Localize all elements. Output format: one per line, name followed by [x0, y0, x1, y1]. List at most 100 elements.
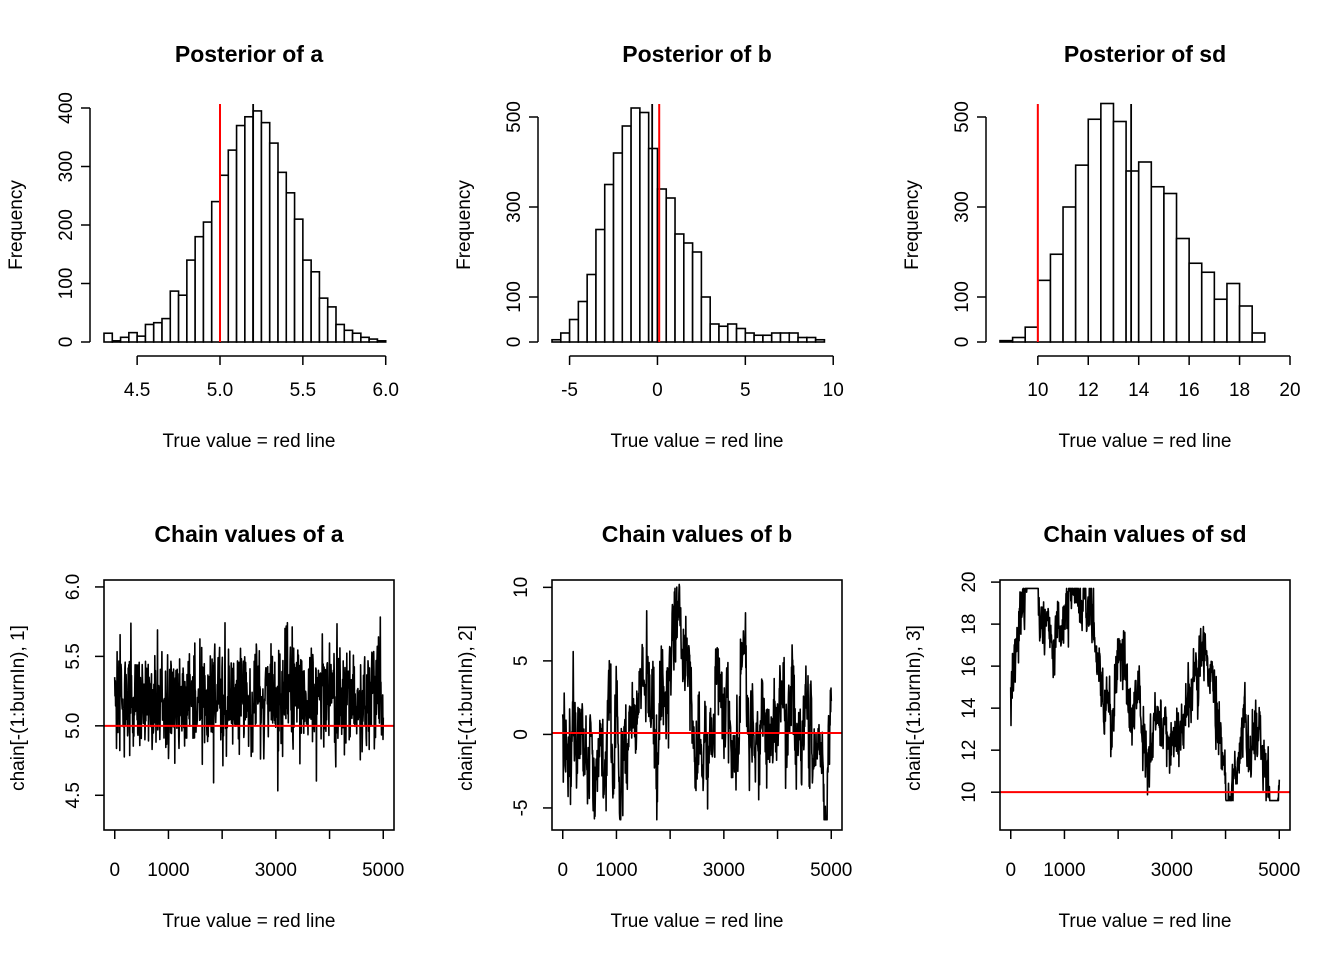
histogram-bar	[788, 332, 799, 343]
y-tick-label: 6.0	[63, 574, 84, 600]
chart-title: Posterior of sd	[1064, 41, 1226, 67]
histogram-bar	[621, 125, 632, 343]
y-axis-label: chain[-(1:burnIn), 3]	[904, 625, 925, 791]
y-tick-label: 300	[952, 191, 973, 223]
reference-lines	[999, 579, 1291, 831]
histogram-bar	[285, 192, 296, 343]
histogram-bar	[1251, 332, 1266, 343]
histogram-bar	[1163, 192, 1178, 343]
x-axis-label: True value = red line	[162, 911, 335, 932]
histogram-bar	[210, 200, 221, 343]
y-axis: 0 100 200 300 400	[56, 92, 91, 348]
y-tick-label: 500	[952, 101, 973, 133]
y-axis-label: Frequency	[6, 180, 27, 270]
histogram-bar	[1100, 102, 1115, 343]
x-tick-label: 0	[652, 380, 663, 401]
x-tick-label: 20	[1279, 380, 1300, 401]
histogram-bar	[639, 111, 650, 343]
x-tick-label: 3000	[703, 860, 745, 881]
histogram-bar	[691, 251, 703, 343]
x-tick-label: 3000	[1151, 860, 1193, 881]
x-axis: 0 1000 3000 5000	[557, 830, 852, 881]
x-tick-label: 18	[1229, 380, 1250, 401]
histogram-bar	[577, 300, 588, 343]
x-axis-label: True value = red line	[162, 431, 335, 452]
x-tick-label: 1000	[595, 860, 637, 881]
y-tick-label: 300	[56, 151, 77, 183]
chain-trace	[113, 616, 385, 792]
panel-posterior-b: Posterior of b True value = red line Fre…	[454, 41, 844, 452]
y-tick-label: 0	[952, 337, 973, 348]
y-axis-label: chain[-(1:burnIn), 1]	[8, 625, 29, 791]
y-tick-label: 12	[959, 740, 980, 761]
y-tick-label: 5.5	[63, 643, 84, 669]
histogram-bars	[103, 110, 387, 343]
histogram-bar	[753, 334, 764, 343]
histogram-bar	[718, 325, 729, 343]
y-tick-label: 0	[56, 337, 77, 348]
chain-trace	[1009, 587, 1281, 802]
histogram-bar	[360, 336, 370, 343]
chart-title: Posterior of a	[175, 41, 323, 67]
histogram-bar	[343, 329, 354, 343]
y-axis-label: chain[-(1:burnIn), 2]	[456, 625, 477, 791]
histogram-bar	[1011, 336, 1027, 343]
histogram-bar	[735, 327, 747, 343]
histogram-bar	[674, 233, 685, 343]
x-axis-label: True value = red line	[610, 911, 783, 932]
x-tick-label: 4.5	[124, 380, 150, 401]
histogram-bar	[268, 142, 279, 343]
y-tick-label: 300	[504, 191, 525, 223]
histogram-bar	[1049, 253, 1064, 343]
histogram-bar	[1226, 282, 1241, 343]
y-axis: 0 100 300 500	[952, 101, 987, 348]
histogram-bar	[351, 332, 362, 343]
histogram-bar	[1188, 262, 1203, 343]
histogram-bar	[244, 115, 254, 343]
y-axis-label: Frequency	[454, 180, 475, 270]
y-tick-label: 200	[56, 209, 77, 241]
plot-frame	[999, 579, 1291, 831]
histogram-bar	[779, 332, 791, 343]
histogram-bar	[1125, 170, 1140, 343]
panel-chain-a: Chain values of a True value = red line …	[8, 521, 404, 932]
histogram-bar	[103, 332, 114, 343]
histogram-bar	[186, 259, 196, 343]
x-axis: 10 12 14 16 18 20	[1027, 355, 1301, 401]
x-tick-label: 5.5	[290, 380, 316, 401]
histogram-bar	[161, 317, 172, 343]
plot-frame	[103, 579, 395, 831]
y-tick-label: 16	[959, 656, 980, 677]
y-tick-label: 5.0	[63, 713, 84, 739]
chart-title: Posterior of b	[622, 41, 772, 67]
histogram-bar	[770, 332, 782, 343]
histogram-bar	[376, 340, 387, 343]
x-axis-label: True value = red line	[1058, 431, 1231, 452]
reference-lines	[103, 579, 395, 831]
histogram-bar	[814, 338, 826, 343]
histogram-bar	[806, 336, 817, 343]
x-tick-label: 3000	[255, 860, 297, 881]
histogram-bar	[252, 110, 263, 343]
y-tick-label: 100	[952, 281, 973, 313]
y-tick-label: 500	[504, 101, 525, 133]
plot-frame	[551, 579, 843, 831]
x-tick-label: 16	[1179, 380, 1200, 401]
y-tick-label: 10	[959, 782, 980, 803]
histogram-bar	[235, 124, 246, 343]
y-axis: 0 100 300 500	[504, 101, 539, 348]
x-tick-label: -5	[561, 380, 578, 401]
histogram-bar	[1137, 161, 1153, 343]
y-tick-label: 20	[959, 572, 980, 593]
histogram-bar	[999, 339, 1014, 343]
panel-chain-sd: Chain values of sd True value = red line…	[904, 521, 1300, 932]
x-tick-label: 1000	[147, 860, 189, 881]
y-axis: 10 12 14 16 18 20	[959, 572, 1000, 803]
chart-title: Chain values of b	[602, 521, 792, 547]
y-tick-label: 400	[56, 92, 77, 124]
y-tick-label: 0	[504, 337, 525, 348]
y-tick-label: 10	[511, 577, 532, 598]
histogram-bar	[1087, 118, 1102, 343]
histogram-bar	[709, 323, 720, 343]
y-tick-label: 100	[504, 281, 525, 313]
